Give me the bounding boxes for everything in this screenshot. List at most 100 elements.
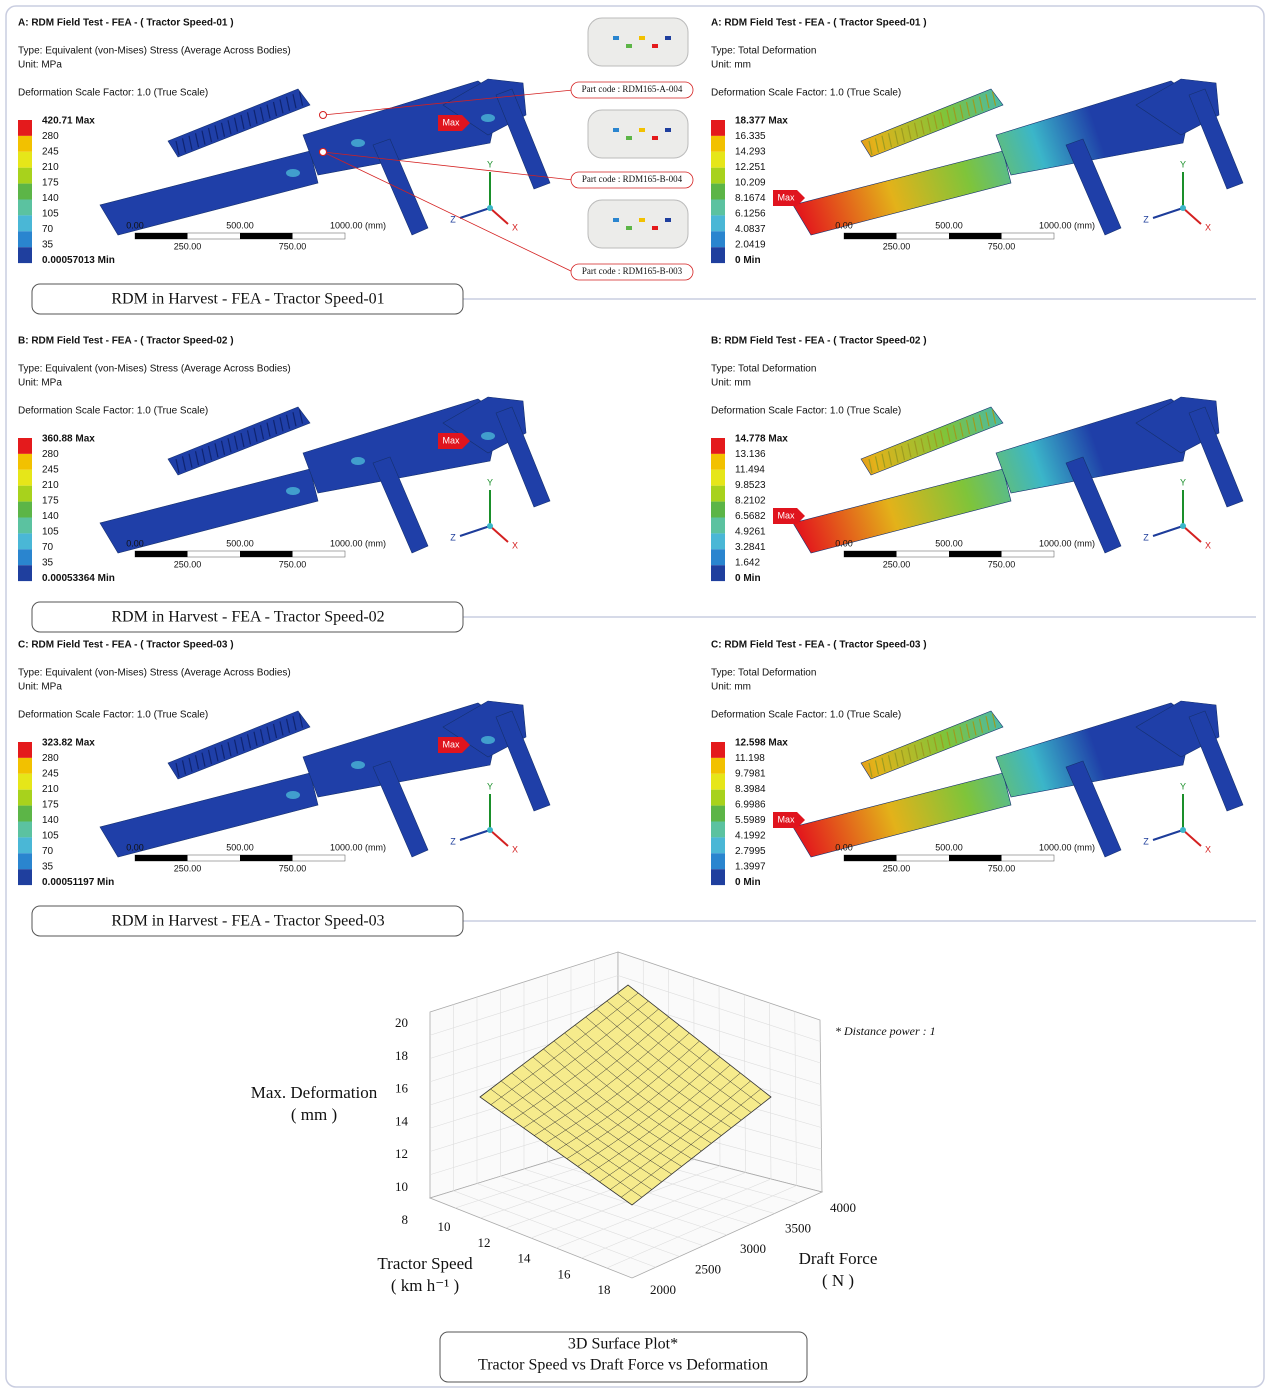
legend-band: [18, 168, 32, 184]
axis-z: [1153, 526, 1183, 536]
legend-label: 12.598 Max: [735, 738, 788, 749]
max-tag-label: Max: [442, 739, 460, 749]
legend-label: 105: [42, 831, 59, 842]
scale-label: 750.00: [279, 863, 307, 873]
scale-label: 1000.00 (mm): [330, 220, 386, 230]
stress-highlight: [286, 487, 300, 495]
scale-bar-black: [240, 233, 293, 239]
legend-label: 175: [42, 496, 59, 507]
stress-highlight: [481, 432, 495, 440]
legend-label: 4.0837: [735, 224, 766, 235]
y-tick-label: 2000: [650, 1282, 676, 1297]
legend-label: 9.7981: [735, 769, 766, 780]
legend-label: 11.494: [735, 465, 765, 476]
legend-label: 3.2841: [735, 542, 766, 553]
legend-label: 35: [42, 558, 54, 569]
legend-label: 245: [42, 147, 59, 158]
legend-band: [18, 502, 32, 518]
scale-factor: Deformation Scale Factor: 1.0 (True Scal…: [711, 88, 901, 99]
part-marker: [626, 226, 632, 230]
legend-band: [711, 518, 725, 534]
legend-band: [711, 231, 725, 247]
legend-band: [711, 806, 725, 822]
scale-label: 750.00: [988, 241, 1016, 251]
axis-x: [490, 830, 508, 846]
scale-label: 1000.00 (mm): [330, 842, 386, 852]
result-unit: Unit: mm: [711, 378, 751, 389]
axis-label: Y: [1180, 781, 1186, 791]
legend-label: 70: [42, 224, 54, 235]
legend-band: [18, 136, 32, 152]
axis-x: [1183, 526, 1201, 542]
model-part: [168, 407, 310, 475]
part-marker: [639, 218, 645, 222]
legend-band: [711, 486, 725, 502]
legend-label: 0.00053364 Min: [42, 573, 115, 584]
part-marker: [665, 128, 671, 132]
max-tag-label: Max: [777, 814, 795, 824]
stress-highlight: [481, 736, 495, 744]
legend-band: [18, 454, 32, 470]
axis-label: Y: [487, 159, 493, 169]
scale-factor: Deformation Scale Factor: 1.0 (True Scal…: [18, 88, 208, 99]
legend-band: [18, 869, 32, 885]
part-marker: [613, 218, 619, 222]
z-tick-label: 8: [402, 1212, 409, 1227]
legend-band: [18, 438, 32, 454]
part-marker: [652, 136, 658, 140]
scale-bar-black: [240, 551, 293, 557]
axis-label: Y: [487, 781, 493, 791]
axis-title: ( mm ): [291, 1105, 337, 1124]
legend-label: 420.71 Max: [42, 116, 95, 127]
legend-label: 245: [42, 769, 59, 780]
legend-label: 210: [42, 162, 59, 173]
panel-title: C: RDM Field Test - FEA - ( Tractor Spee…: [711, 640, 927, 651]
scale-label: 1000.00 (mm): [1039, 842, 1095, 852]
part-code: Part code : RDM165-A-004: [582, 84, 683, 94]
legend-label: 280: [42, 753, 59, 764]
scale-factor: Deformation Scale Factor: 1.0 (True Scal…: [711, 406, 901, 417]
legend-band: [711, 247, 725, 263]
legend-band: [711, 152, 725, 168]
result-unit: Unit: mm: [711, 682, 751, 693]
scale-bar-black: [844, 233, 897, 239]
legend-band: [711, 853, 725, 869]
x-tick-label: 12: [478, 1235, 491, 1250]
legend-label: 210: [42, 480, 59, 491]
scale-label: 750.00: [988, 863, 1016, 873]
legend-band: [18, 853, 32, 869]
z-tick-label: 18: [395, 1048, 408, 1063]
part-thumbnail: [588, 200, 688, 248]
panel-title: A: RDM Field Test - FEA - ( Tractor Spee…: [711, 18, 927, 29]
legend-band: [18, 247, 32, 263]
result-unit: Unit: MPa: [18, 682, 62, 693]
legend-band: [711, 790, 725, 806]
part-marker: [626, 44, 632, 48]
max-tag-label: Max: [442, 117, 460, 127]
legend-band: [18, 470, 32, 486]
axis-origin: [487, 827, 493, 833]
legend-band: [18, 120, 32, 136]
scale-bar-black: [135, 233, 188, 239]
part-thumbnail: [588, 18, 688, 66]
legend-label: 4.1992: [735, 831, 766, 842]
legend-label: 18.377 Max: [735, 116, 788, 127]
part-marker: [639, 128, 645, 132]
stress-highlight: [351, 139, 365, 147]
caption: 3D Surface Plot*: [568, 1336, 678, 1353]
scale-label: 250.00: [174, 863, 202, 873]
legend-band: [711, 565, 725, 581]
x-tick-label: 14: [518, 1251, 532, 1266]
legend-band: [18, 565, 32, 581]
legend-band: [711, 774, 725, 790]
max-tag-label: Max: [442, 435, 460, 445]
axis-z: [460, 208, 490, 218]
result-unit: Unit: mm: [711, 60, 751, 71]
z-tick-label: 20: [395, 1015, 408, 1030]
legend-label: 6.5682: [735, 511, 766, 522]
legend-label: 12.251: [735, 162, 766, 173]
axis-title: Max. Deformation: [251, 1083, 378, 1102]
result-type: Type: Equivalent (von-Mises) Stress (Ave…: [18, 668, 291, 679]
legend-band: [711, 215, 725, 231]
axis-label: X: [1205, 222, 1211, 232]
